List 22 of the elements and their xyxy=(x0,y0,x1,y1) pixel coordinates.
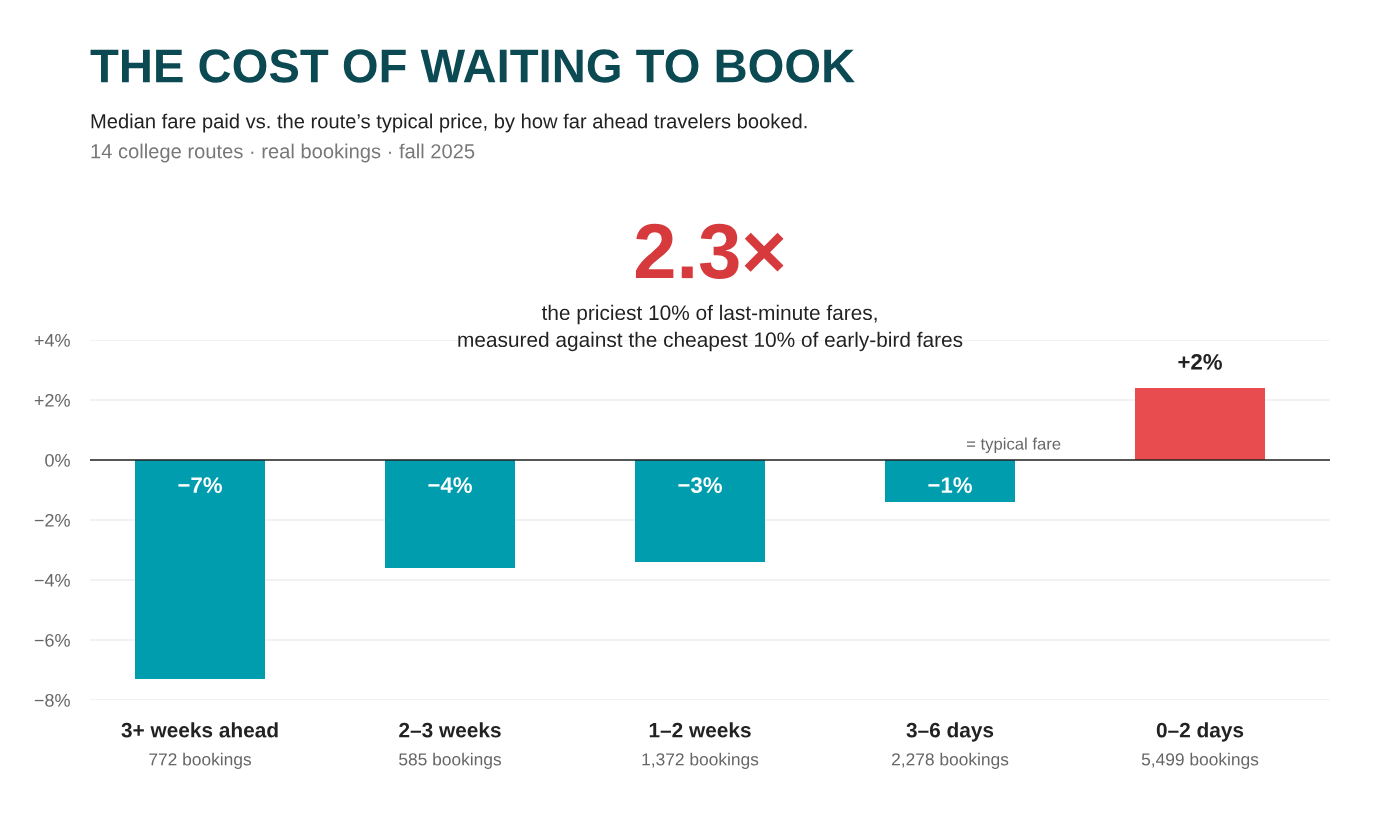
chart-subtitle: Median fare paid vs. the route’s typical price, by how far ahead travelers booked. 14 college routes · real bookings · fall 2025 xyxy=(91,113,807,163)
y-tick-label: −4% xyxy=(34,574,70,587)
y-tick-label: −2% xyxy=(34,513,70,527)
x-tick-label: 1–2 weeks 1,372 bookings xyxy=(642,722,759,769)
annotation: the priciest 10% of last-minute fares, measured against the cheapest 10% of early-bird fares xyxy=(458,304,963,352)
y-tick-label: +2% xyxy=(34,393,70,407)
chart-title: THE COST OF WAITING TO BOOK xyxy=(90,49,855,83)
x-tick-label: 2–3 weeks 585 bookings xyxy=(399,722,502,769)
y-tick-label: −6% xyxy=(34,633,70,647)
ref-line-label: = typical fare xyxy=(966,437,1061,454)
text: 2.3× xyxy=(635,223,784,279)
y-tick-label: 0% xyxy=(45,453,70,467)
x-tick-label: 3–6 days 2,278 bookings xyxy=(892,722,1009,769)
data-label: −3% xyxy=(678,477,722,494)
x-tick-label: 3+ weeks ahead 772 bookings xyxy=(121,722,278,769)
y-tick-label: +4% xyxy=(34,334,70,347)
data-label: −4% xyxy=(428,477,472,493)
data-label: −1% xyxy=(928,477,972,493)
y-tick-label: −8% xyxy=(34,693,70,707)
data-label: −7% xyxy=(178,477,222,493)
x-tick-label: 0–2 days 5,499 bookings xyxy=(1141,722,1259,769)
data-label: +2% xyxy=(1178,353,1222,370)
